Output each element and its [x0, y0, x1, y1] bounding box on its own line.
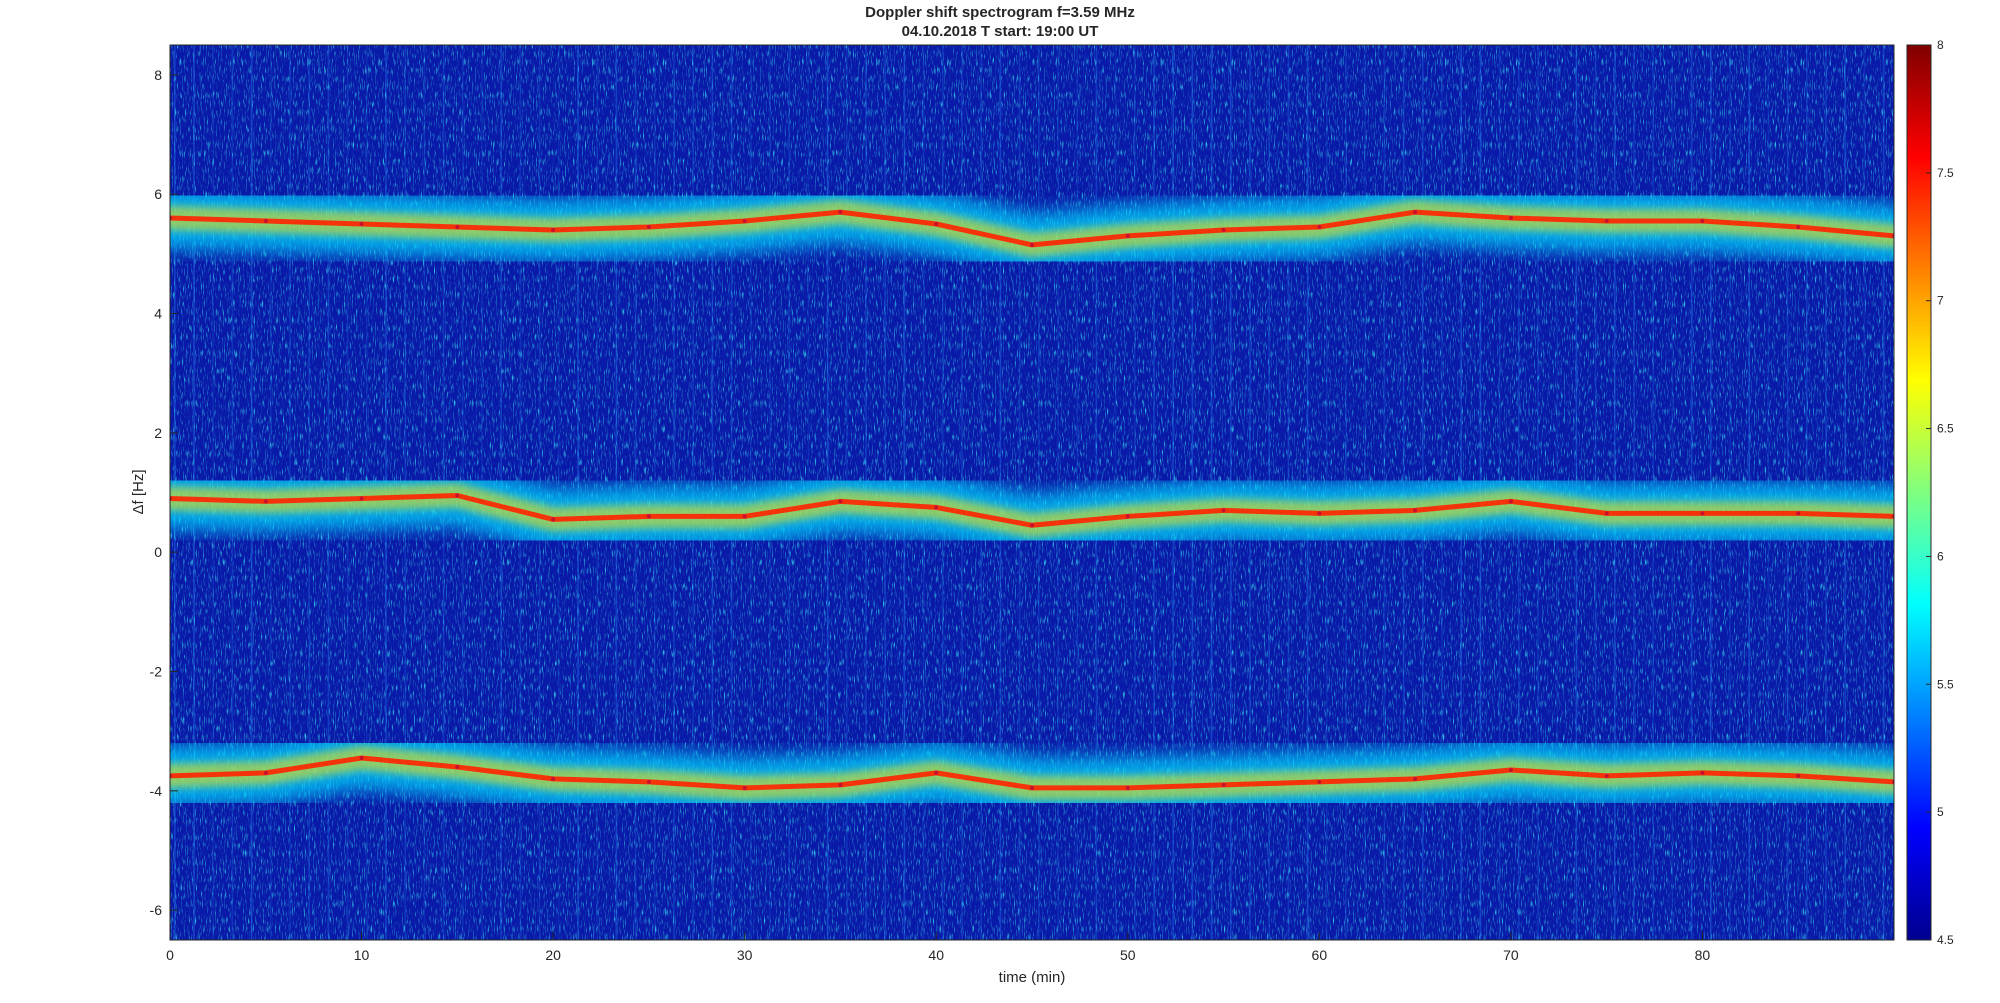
signal-band-3 — [170, 727, 1894, 819]
data-point — [1700, 770, 1705, 775]
signal-band-layer — [170, 181, 1894, 819]
data-point — [263, 770, 268, 775]
data-point — [263, 499, 268, 504]
data-point — [1413, 776, 1418, 781]
x-tick-label: 30 — [737, 947, 753, 963]
colorbar-tick-label: 6 — [1937, 549, 1944, 563]
y-tick-label: 2 — [154, 425, 162, 441]
data-point — [455, 493, 460, 498]
y-tick-label: 4 — [154, 306, 162, 322]
data-point — [1508, 499, 1513, 504]
x-tick-label: 60 — [1312, 947, 1328, 963]
data-point — [359, 496, 364, 501]
data-point — [934, 222, 939, 226]
data-point — [838, 782, 843, 787]
data-point — [1221, 228, 1226, 232]
data-point — [1700, 511, 1705, 516]
data-point — [1796, 773, 1801, 778]
data-point — [1700, 219, 1705, 223]
x-tick-label: 20 — [545, 947, 561, 963]
data-point — [1604, 773, 1609, 778]
x-tick-label: 10 — [354, 947, 370, 963]
data-point — [1125, 785, 1130, 790]
x-tick-label: 0 — [166, 947, 174, 963]
signal-band-1 — [170, 181, 1894, 276]
data-point — [263, 219, 268, 223]
data-point — [551, 517, 556, 522]
data-point — [1508, 768, 1513, 772]
data-point — [838, 499, 843, 504]
y-tick-label: -4 — [150, 783, 163, 799]
x-tick-label: 40 — [928, 947, 944, 963]
data-point — [1508, 216, 1513, 220]
plot-frame — [169, 44, 1895, 941]
y-tick-label: 8 — [154, 67, 162, 83]
x-axis: 0 10 20 30 40 50 60 70 80 — [166, 932, 1710, 963]
colorbar — [1906, 44, 1932, 941]
data-point — [742, 514, 747, 519]
colorbar-tick-label: 7.5 — [1937, 166, 1954, 180]
x-tick-label: 80 — [1695, 947, 1711, 963]
data-point — [455, 225, 460, 229]
colorbar-tick-label: 5 — [1937, 805, 1944, 819]
data-point — [1604, 219, 1609, 223]
plot-area — [170, 45, 1894, 940]
data-point — [1317, 225, 1322, 229]
y-axis-label: Δf [Hz] — [130, 469, 147, 514]
data-point — [1125, 514, 1130, 519]
data-point — [1317, 511, 1322, 516]
y-axis: -6 -4 -2 0 2 4 6 8 — [150, 67, 178, 918]
data-point — [1796, 511, 1801, 516]
data-point — [838, 210, 843, 215]
data-point — [646, 225, 651, 229]
data-point — [1796, 225, 1801, 229]
data-point — [359, 222, 364, 226]
x-axis-label: time (min) — [999, 969, 1066, 986]
chart-subtitle: 04.10.2018 T start: 19:00 UT — [901, 23, 1099, 40]
y-tick-label: 6 — [154, 186, 162, 202]
data-point — [934, 505, 939, 510]
data-point — [742, 219, 747, 223]
data-point — [1221, 508, 1226, 513]
colorbar-tick-label: 6.5 — [1937, 422, 1954, 436]
data-point — [551, 776, 556, 781]
y-tick-label: -6 — [150, 902, 163, 918]
data-point — [1413, 508, 1418, 513]
data-point — [1030, 523, 1034, 528]
x-tick-label: 70 — [1503, 947, 1519, 963]
x-tick-label: 50 — [1120, 947, 1136, 963]
colorbar-tick-label: 8 — [1937, 38, 1944, 52]
y-tick-label: -2 — [150, 664, 163, 680]
data-point — [1221, 782, 1226, 787]
data-point — [455, 765, 460, 769]
colorbar-axis: 4.5 5 5.5 6 6.5 7 7.5 8 — [1926, 38, 1954, 947]
data-point — [1413, 210, 1418, 215]
chart-title: Doppler shift spectrogram f=3.59 MHz — [865, 4, 1135, 21]
data-point — [1030, 785, 1034, 790]
data-point — [359, 756, 364, 760]
data-point — [1604, 511, 1609, 516]
data-point — [742, 785, 747, 790]
data-point — [934, 770, 939, 775]
colorbar-tick-label: 5.5 — [1937, 677, 1954, 691]
stripe — [1038, 45, 1040, 940]
y-tick-label: 0 — [154, 544, 162, 560]
data-point — [646, 514, 651, 519]
colorbar-tick-label: 4.5 — [1937, 933, 1954, 947]
data-point — [646, 779, 651, 784]
data-point — [1125, 233, 1130, 238]
data-point — [1030, 242, 1034, 247]
data-point — [1317, 779, 1322, 784]
signal-band-2 — [170, 464, 1894, 557]
colorbar-tick-label: 7 — [1937, 294, 1944, 308]
data-point — [551, 228, 556, 232]
